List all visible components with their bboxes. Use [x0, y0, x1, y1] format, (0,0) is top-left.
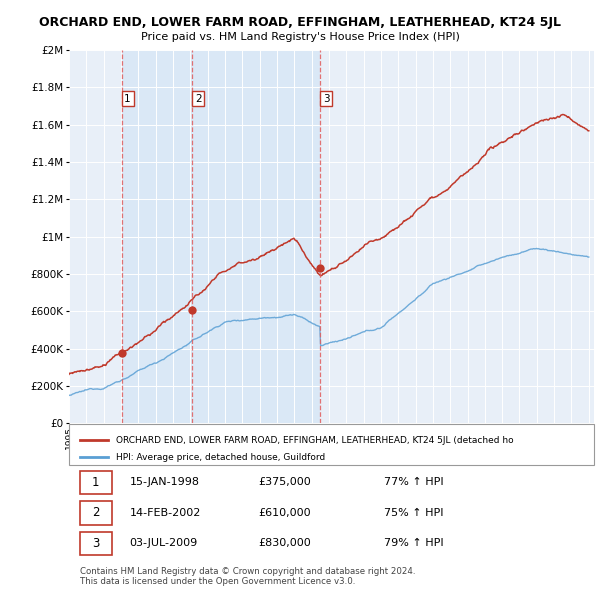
Text: HPI: Average price, detached house, Guildford: HPI: Average price, detached house, Guil…	[116, 453, 325, 461]
Bar	[193, 50, 320, 424]
Text: Contains HM Land Registry data © Crown copyright and database right 2024.: Contains HM Land Registry data © Crown c…	[79, 567, 415, 576]
Text: 75% ↑ HPI: 75% ↑ HPI	[384, 508, 443, 518]
FancyBboxPatch shape	[79, 532, 112, 555]
Text: 1: 1	[92, 476, 100, 489]
FancyBboxPatch shape	[79, 471, 112, 494]
Text: 79% ↑ HPI: 79% ↑ HPI	[384, 538, 443, 548]
Text: 3: 3	[323, 94, 329, 104]
Text: This data is licensed under the Open Government Licence v3.0.: This data is licensed under the Open Gov…	[79, 576, 355, 586]
Text: 1: 1	[124, 94, 131, 104]
Text: Price paid vs. HM Land Registry's House Price Index (HPI): Price paid vs. HM Land Registry's House …	[140, 32, 460, 41]
Bar	[122, 50, 193, 424]
Text: 77% ↑ HPI: 77% ↑ HPI	[384, 477, 443, 487]
Text: £375,000: £375,000	[258, 477, 311, 487]
Text: £610,000: £610,000	[258, 508, 311, 518]
Text: 14-FEB-2002: 14-FEB-2002	[130, 508, 201, 518]
FancyBboxPatch shape	[79, 502, 112, 525]
Text: 3: 3	[92, 537, 100, 550]
Text: ORCHARD END, LOWER FARM ROAD, EFFINGHAM, LEATHERHEAD, KT24 5JL (detached ho: ORCHARD END, LOWER FARM ROAD, EFFINGHAM,…	[116, 436, 514, 445]
Text: 15-JAN-1998: 15-JAN-1998	[130, 477, 199, 487]
FancyBboxPatch shape	[69, 424, 594, 465]
Text: 2: 2	[92, 506, 100, 519]
Text: £830,000: £830,000	[258, 538, 311, 548]
Text: 03-JUL-2009: 03-JUL-2009	[130, 538, 197, 548]
Text: ORCHARD END, LOWER FARM ROAD, EFFINGHAM, LEATHERHEAD, KT24 5JL: ORCHARD END, LOWER FARM ROAD, EFFINGHAM,…	[39, 16, 561, 29]
Text: 2: 2	[195, 94, 202, 104]
